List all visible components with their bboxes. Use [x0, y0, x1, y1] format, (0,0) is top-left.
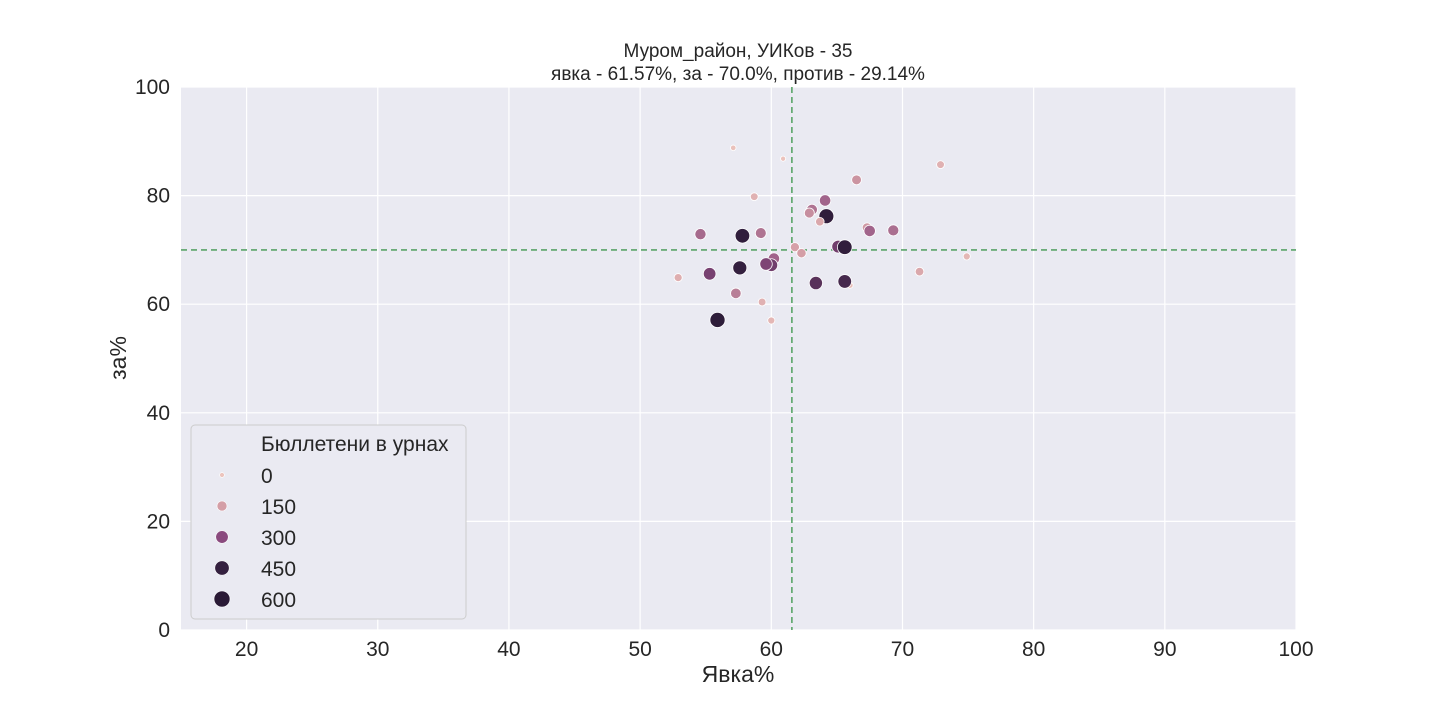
data-point	[936, 160, 945, 169]
x-tick-label: 30	[366, 638, 389, 661]
x-tick-label: 70	[891, 638, 914, 661]
reference-lines	[181, 87, 1296, 630]
x-tick-labels: 20 30 40 50 60 70 80 90 100	[235, 638, 1314, 661]
x-tick-label: 20	[235, 638, 258, 661]
data-point	[836, 239, 853, 255]
x-tick-label: 40	[497, 638, 520, 661]
data-point	[780, 155, 787, 162]
data-point	[808, 275, 823, 291]
data-point	[837, 274, 852, 289]
data-point	[851, 174, 862, 186]
data-point	[767, 316, 776, 325]
legend-label: 0	[261, 465, 273, 488]
data-point	[962, 252, 971, 261]
data-point	[754, 227, 767, 239]
chart-title-line2: явка - 61.57%, за - 70.0%, против - 29.1…	[551, 64, 925, 85]
data-point	[673, 273, 683, 283]
x-tick-label: 80	[1022, 638, 1045, 661]
data-point	[887, 224, 900, 237]
y-tick-label: 20	[147, 510, 170, 533]
legend-title: Бюллетени в урнах	[261, 433, 449, 456]
data-point	[709, 311, 726, 328]
x-tick-label: 60	[760, 638, 783, 661]
data-point	[694, 228, 707, 241]
legend-box	[190, 424, 467, 620]
data-point	[730, 144, 737, 151]
legend-label: 600	[261, 589, 296, 612]
data-point	[789, 242, 800, 253]
data-point	[730, 287, 742, 300]
data-point	[863, 224, 876, 238]
legend-marker	[215, 530, 229, 544]
y-tick-label: 0	[158, 619, 170, 642]
data-point	[796, 248, 807, 259]
legend-marker	[219, 472, 225, 478]
x-tick-label: 50	[628, 638, 651, 661]
data-point	[815, 216, 825, 227]
legend-marker	[214, 560, 230, 576]
legend-marker	[216, 500, 228, 512]
data-point	[732, 260, 748, 276]
grid-lines	[181, 86, 1297, 631]
y-tick-label: 40	[147, 402, 170, 425]
legend-label: 300	[261, 527, 296, 550]
data-point	[914, 266, 925, 277]
y-tick-label: 80	[147, 185, 170, 208]
x-axis-label: Явка%	[702, 661, 775, 687]
y-tick-label: 60	[147, 293, 170, 316]
y-tick-labels: 0 20 40 60 80 100	[135, 76, 170, 642]
y-axis-label: за%	[105, 336, 131, 380]
data-points	[673, 144, 971, 328]
legend: Бюллетени в урнах 0 150 300 450 600	[190, 424, 467, 620]
y-tick-label: 100	[135, 76, 170, 99]
data-point	[759, 257, 773, 271]
x-tick-label: 90	[1153, 638, 1176, 661]
x-tick-label: 100	[1278, 638, 1313, 661]
legend-marker	[213, 590, 231, 608]
chart-title-line1: Муром_район, УИКов - 35	[624, 41, 853, 62]
data-point	[749, 192, 759, 201]
data-point	[818, 194, 832, 207]
data-point	[702, 267, 717, 281]
legend-label: 150	[261, 496, 296, 519]
legend-items: 0 150 300 450 600	[213, 465, 296, 612]
data-point	[734, 228, 751, 244]
data-point	[757, 297, 767, 307]
legend-label: 450	[261, 558, 296, 581]
data-point	[803, 207, 815, 219]
